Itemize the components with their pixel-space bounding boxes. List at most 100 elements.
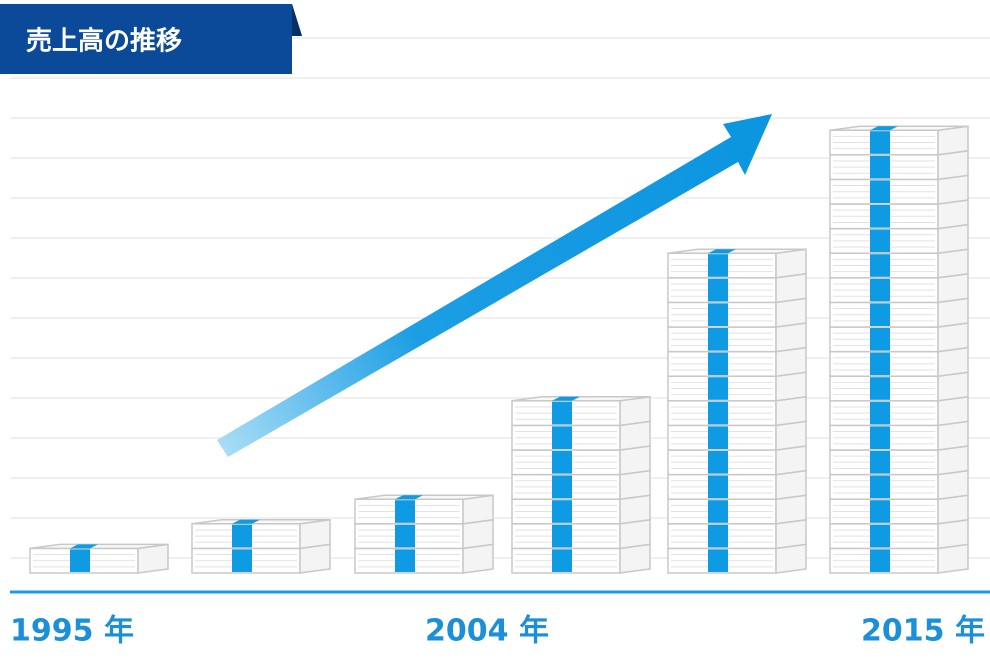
stack-top xyxy=(29,543,169,550)
bundle-side xyxy=(937,223,969,255)
money-stack xyxy=(191,518,331,574)
bundle-side xyxy=(462,494,494,525)
x-label: 1995 年 xyxy=(10,614,134,649)
bundle-side xyxy=(937,272,969,304)
money-stack xyxy=(29,543,169,574)
bundle-side xyxy=(775,420,807,451)
stack-top-band xyxy=(552,396,580,401)
bundle-side xyxy=(619,420,651,451)
bundle-side xyxy=(937,248,969,279)
bundle-side xyxy=(937,518,969,550)
bundle-side xyxy=(775,272,807,304)
bundle-band xyxy=(232,524,252,548)
bundle-side xyxy=(299,518,331,550)
bundle-band xyxy=(552,524,572,548)
bundle-band xyxy=(708,352,728,376)
bundle-band xyxy=(870,401,890,425)
x-label: 2015 年 xyxy=(861,614,985,649)
money-stack xyxy=(354,494,494,574)
title-fold xyxy=(292,4,302,36)
bundle-side xyxy=(619,445,651,476)
money-stack xyxy=(667,248,807,574)
stack-top-band xyxy=(232,519,260,524)
bundle-side xyxy=(775,248,807,279)
bundle-side xyxy=(937,174,969,205)
bundle-band xyxy=(708,451,728,474)
bundle-side xyxy=(937,149,969,181)
bundle-band xyxy=(232,549,252,572)
stack-top-band xyxy=(708,249,736,254)
bundle-band xyxy=(552,426,572,449)
bundle-side xyxy=(775,297,807,328)
bundle-band xyxy=(708,475,728,499)
bundle-band xyxy=(708,278,728,302)
bundle-band xyxy=(870,377,890,400)
title-box xyxy=(0,4,302,74)
bundle-band xyxy=(870,451,890,474)
bundle-side xyxy=(775,445,807,476)
stack-top xyxy=(829,125,969,131)
bundle-side xyxy=(937,371,969,402)
bundle-side xyxy=(937,494,969,525)
stack-top xyxy=(191,519,331,525)
bundle-side xyxy=(462,518,494,550)
bundle-band xyxy=(552,475,572,499)
bundle-band xyxy=(708,328,728,351)
bundle-side xyxy=(937,543,969,574)
bundle-band xyxy=(870,328,890,351)
bundle-band xyxy=(708,401,728,425)
bundle-side xyxy=(775,494,807,525)
bundle-side xyxy=(937,125,969,156)
bundle-band xyxy=(552,500,572,523)
bundle-band xyxy=(552,401,572,425)
bundle-band xyxy=(552,451,572,474)
bundle-band xyxy=(870,254,890,277)
bundle-band xyxy=(708,426,728,449)
bundle-side xyxy=(937,297,969,328)
bundle-band xyxy=(870,229,890,253)
bundle-band xyxy=(708,254,728,277)
bundle-band xyxy=(870,205,890,228)
bundle-side xyxy=(937,420,969,451)
bundle-band xyxy=(395,500,415,523)
chart-title: 売上高の推移 xyxy=(26,26,182,57)
bundle-side xyxy=(619,543,651,574)
stack-top-band xyxy=(70,544,98,549)
bundle-band xyxy=(870,155,890,179)
bundle-side xyxy=(937,445,969,476)
bundle-side xyxy=(299,543,331,574)
bundle-side xyxy=(937,469,969,501)
bundle-band xyxy=(870,278,890,302)
bundle-band xyxy=(708,500,728,523)
bundle-band xyxy=(870,352,890,376)
money-stack xyxy=(511,395,651,574)
bundle-band xyxy=(552,549,572,572)
bundle-side xyxy=(937,322,969,353)
bundle-band xyxy=(708,549,728,572)
bundle-side xyxy=(775,543,807,574)
bundle-side xyxy=(775,395,807,427)
bundle-side xyxy=(937,395,969,427)
bundle-side xyxy=(775,469,807,501)
stack-top xyxy=(354,494,494,500)
bundle-band xyxy=(708,524,728,548)
bundle-band xyxy=(395,549,415,572)
bundle-band xyxy=(70,549,90,572)
bundle-band xyxy=(870,180,890,203)
bundle-side xyxy=(775,518,807,550)
bundle-band xyxy=(870,549,890,572)
growth-arrow xyxy=(217,114,772,457)
x-label: 2004 年 xyxy=(425,614,549,649)
bundle-side xyxy=(937,346,969,378)
stack-top-band xyxy=(395,495,423,500)
bundle-band xyxy=(708,377,728,400)
bundle-side xyxy=(775,371,807,402)
bundle-side xyxy=(619,518,651,550)
stack-top xyxy=(667,248,807,254)
stack-top-band xyxy=(870,126,898,131)
bundle-side xyxy=(462,543,494,574)
stacks xyxy=(29,125,969,574)
grid xyxy=(10,37,990,559)
stack-top xyxy=(511,396,651,402)
